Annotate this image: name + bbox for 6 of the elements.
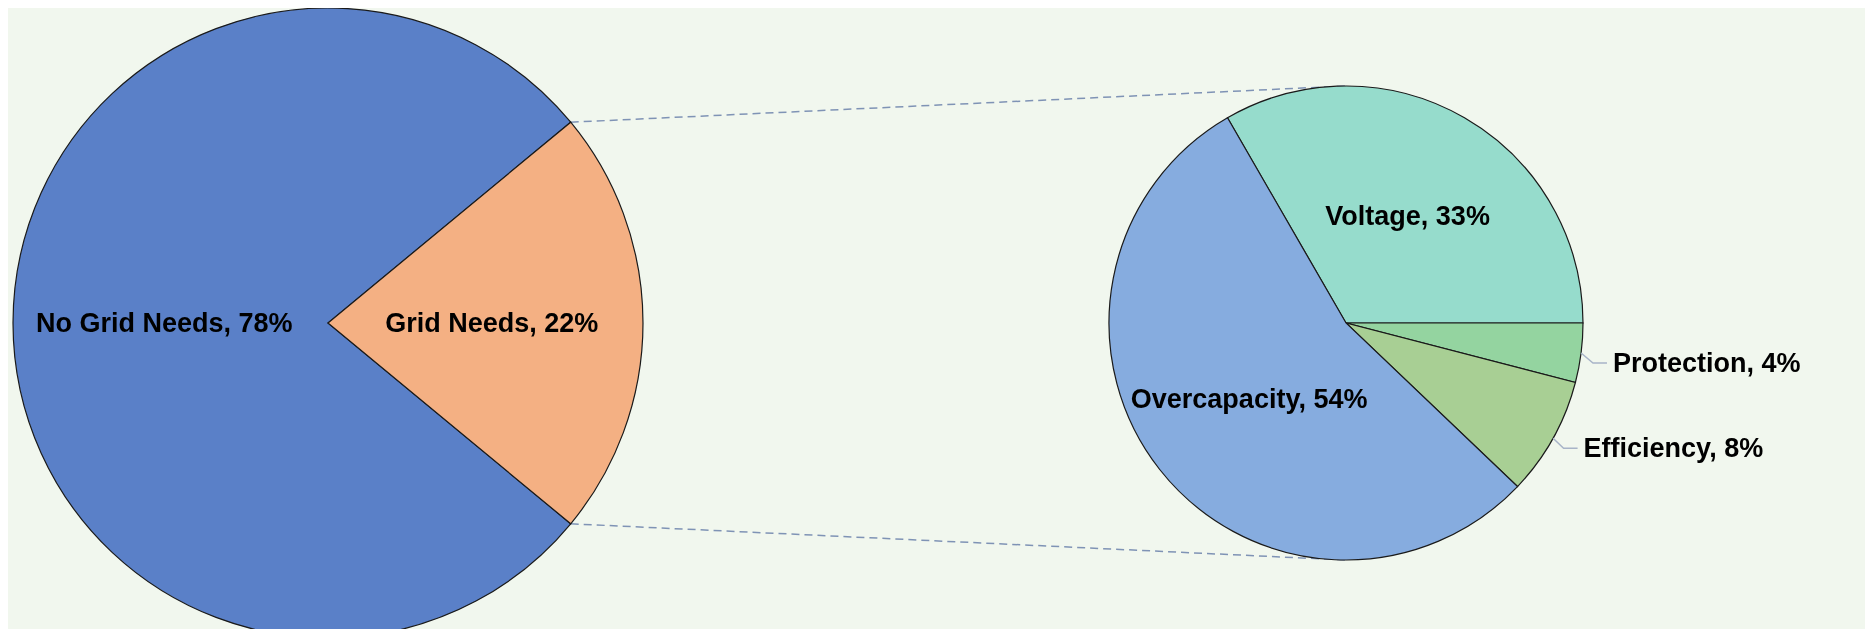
slice-label: Protection, 4% — [1613, 348, 1801, 378]
slice-label: Overcapacity, 54% — [1130, 384, 1368, 415]
slice-label: Grid Needs, 22% — [385, 308, 599, 338]
slice-label: Voltage, 33% — [1325, 201, 1490, 232]
slice-label: Efficiency, 8% — [1583, 433, 1764, 464]
slice-label: No Grid Needs, 78% — [35, 308, 293, 338]
